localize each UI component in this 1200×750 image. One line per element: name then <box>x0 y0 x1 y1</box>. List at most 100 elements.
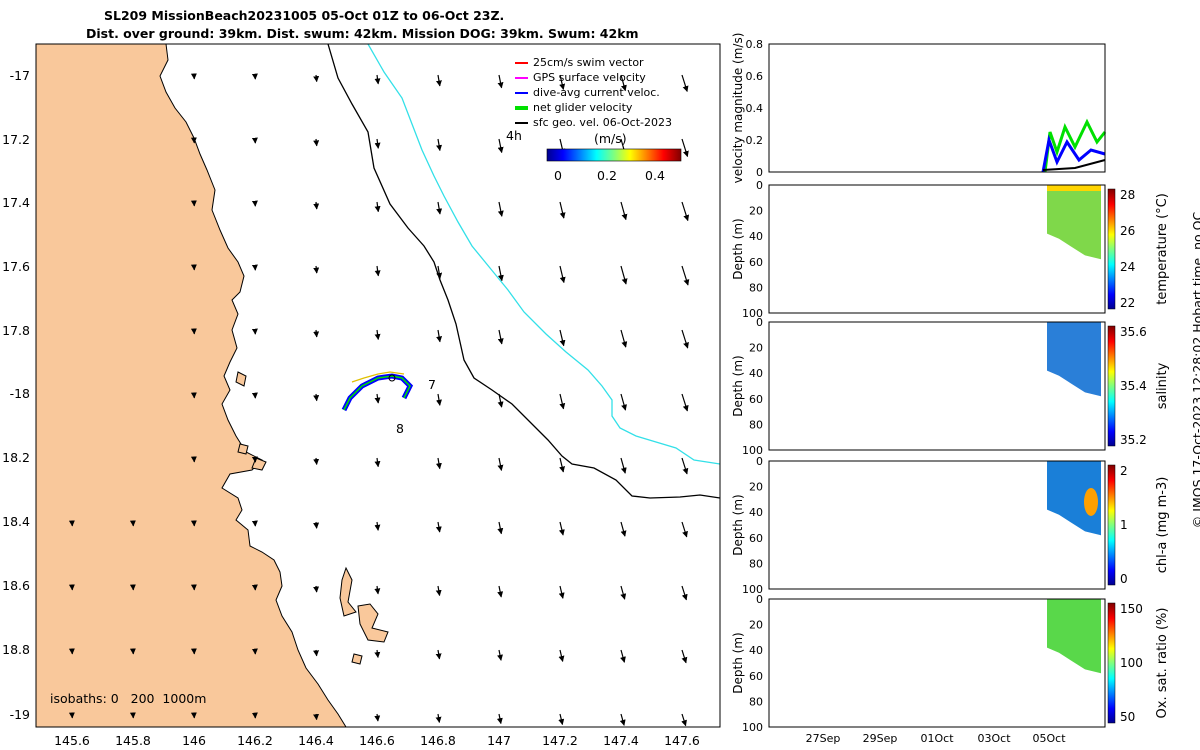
velocity-vector <box>620 201 628 221</box>
velocity-vector <box>374 74 381 85</box>
velocity-vector <box>435 585 442 597</box>
velocity-vector <box>313 265 320 274</box>
velocity-vector <box>681 521 688 538</box>
velocity-vector <box>313 329 320 338</box>
y-tick-label: -18 <box>10 386 30 401</box>
velocity-vector <box>681 201 690 222</box>
velocity-vector <box>558 521 565 536</box>
velocity-vector <box>620 74 627 92</box>
velocity-vector <box>313 393 320 402</box>
land-mass <box>36 44 347 727</box>
velocity-vector <box>681 265 690 286</box>
map-legend: 25cm/s swim vector GPS surface velocity … <box>515 56 672 129</box>
velocity-vector <box>497 138 504 154</box>
island <box>351 653 363 665</box>
velocity-vector <box>436 265 443 279</box>
y-tick-label: -19 <box>10 707 30 722</box>
velocity-vector <box>313 201 320 210</box>
velocity-vector <box>558 585 565 599</box>
velocity-vector <box>374 713 381 722</box>
velocity-vector <box>497 201 504 217</box>
glider-position-marker <box>388 374 396 382</box>
y-tick-label: 17.4 <box>2 195 30 210</box>
velocity-vector <box>559 265 566 284</box>
velocity-vector <box>620 393 627 411</box>
isobath-200m <box>327 44 720 499</box>
velocity-vector <box>497 457 504 472</box>
velocity-vector <box>681 457 689 475</box>
x-tick-label: 147 <box>487 733 511 748</box>
velocity-vector <box>620 521 627 537</box>
velocity-vector <box>559 457 565 473</box>
velocity-vector <box>681 393 689 412</box>
velocity-vector <box>620 457 627 474</box>
velocity-vector <box>313 74 320 83</box>
velocity-vector <box>313 649 320 657</box>
x-tick-label: 146.4 <box>298 733 334 748</box>
velocity-vector <box>436 138 442 152</box>
legend-label: 25cm/s swim vector <box>533 56 644 69</box>
velocity-vector <box>374 521 381 531</box>
velocity-vector <box>313 138 320 147</box>
y-tick-label: 18.2 <box>2 450 30 465</box>
velocity-vector-field <box>68 73 690 727</box>
x-tick-label: 147.2 <box>542 733 578 748</box>
velocity-vector <box>374 585 381 595</box>
y-tick-label: 18.8 <box>2 642 30 657</box>
velocity-vector <box>558 713 565 726</box>
isobath-1000m <box>367 44 720 465</box>
y-tick-label: -17 <box>10 68 30 83</box>
velocity-vector <box>313 585 320 593</box>
island <box>357 603 389 643</box>
velocity-vector <box>497 74 504 89</box>
colorbar-tick: 0.2 <box>597 168 617 183</box>
legend-label: net glider velocity <box>533 101 633 114</box>
velocity-vector <box>497 329 504 345</box>
x-tick-label: 146.2 <box>237 733 273 748</box>
x-tick-label: 146.6 <box>359 733 395 748</box>
track-label: 7 <box>428 377 436 392</box>
map-y-axis: -17 17.2 17.4 17.6 17.8 -18 18.2 18.4 18… <box>2 68 30 722</box>
x-tick-label: 146.8 <box>420 733 456 748</box>
velocity-vector <box>374 329 381 341</box>
velocity-vector <box>313 713 320 721</box>
velocity-vector <box>374 649 381 659</box>
velocity-vector <box>374 138 381 149</box>
island <box>237 443 249 455</box>
velocity-vector <box>497 393 504 408</box>
colorbar-tick: 0.4 <box>645 168 665 183</box>
velocity-vector <box>313 521 320 529</box>
island <box>339 566 357 617</box>
island <box>235 371 247 387</box>
y-tick-label: 18.6 <box>2 578 30 593</box>
speed-colorbar <box>546 148 682 162</box>
velocity-vector <box>681 329 689 349</box>
velocity-vector <box>559 74 566 90</box>
velocity-vector <box>620 649 626 663</box>
y-tick-label: 18.4 <box>2 514 30 529</box>
velocity-vector <box>619 713 626 726</box>
velocity-vector <box>435 457 442 470</box>
figure-subtitle: Dist. over ground: 39km. Dist. swum: 42k… <box>86 26 639 41</box>
time-marker-label: 4h <box>506 128 522 143</box>
x-tick-label: 147.4 <box>603 733 639 748</box>
figure-title: SL209 MissionBeach20231005 05-Oct 01Z to… <box>104 8 505 23</box>
velocity-vector <box>620 329 628 348</box>
legend-label: dive-avg current veloc. <box>533 86 660 99</box>
colorbar-tick: 0 <box>554 168 562 183</box>
velocity-vector <box>496 713 503 725</box>
velocity-vector <box>559 201 566 219</box>
credit-note: © IMOS 17-Oct-2023 12:28:02 Hobart time.… <box>1190 211 1200 528</box>
speed-colorbar-ticks: 0 0.2 0.4 <box>554 168 665 183</box>
velocity-vector <box>558 649 565 662</box>
velocity-vector <box>559 329 566 347</box>
velocity-vector <box>436 393 442 406</box>
velocity-vector <box>681 585 688 601</box>
velocity-vector <box>436 329 443 343</box>
velocity-vector <box>313 457 320 466</box>
isobath-note: isobaths: 0 200 1000m <box>50 691 206 706</box>
y-tick-label: 17.2 <box>2 132 30 147</box>
velocity-vector <box>497 265 504 282</box>
velocity-vector <box>681 713 687 727</box>
